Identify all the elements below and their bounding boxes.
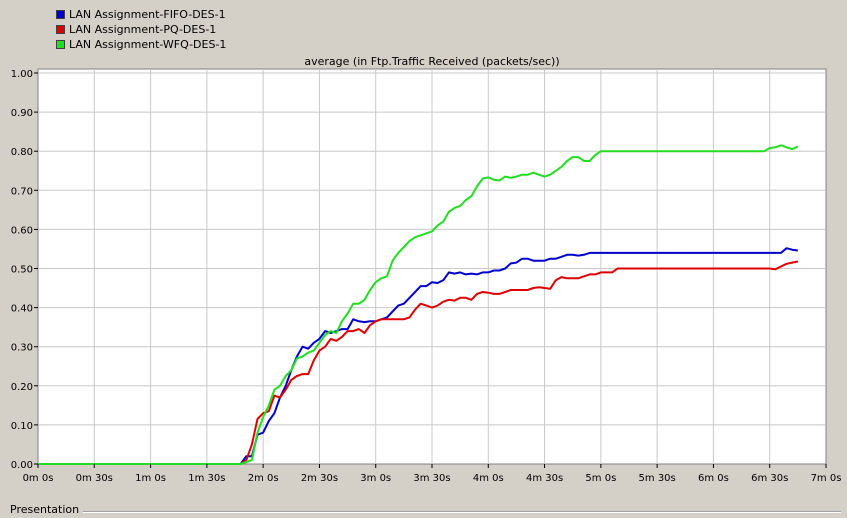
line-chart: 0.00 0.10 0.20 0.30 0.40 0.50 0.60 0.70 0.80 0.90…: [11, 55, 842, 484]
legend: LAN Assignment-FIFO-DES-1 LAN Assignment…: [56, 7, 226, 52]
legend-label: LAN Assignment-FIFO-DES-1: [69, 8, 226, 21]
series-lines: [38, 144, 799, 465]
y-tick-label: 0.70: [11, 186, 33, 197]
x-tick-label: 6m 0s: [698, 473, 729, 484]
legend-item-pq[interactable]: LAN Assignment-PQ-DES-1: [56, 22, 226, 37]
x-tick-label: 0m 30s: [76, 473, 113, 484]
y-tick-label: 0.60: [11, 225, 33, 236]
legend-item-wfq[interactable]: LAN Assignment-WFQ-DES-1: [56, 37, 226, 52]
y-tick-label: 0.20: [11, 382, 33, 393]
x-tick-label: 1m 30s: [188, 473, 225, 484]
chart-title: average (in Ftp.Traffic Received (packet…: [304, 55, 559, 68]
y-tick-label: 0.00: [11, 460, 33, 471]
y-tick-label: 1.00: [11, 69, 33, 80]
series-line-1: [38, 260, 799, 465]
legend-item-fifo[interactable]: LAN Assignment-FIFO-DES-1: [56, 7, 226, 22]
x-tick-label: 3m 0s: [360, 473, 391, 484]
y-tick-label: 0.80: [11, 147, 33, 158]
legend-label: LAN Assignment-WFQ-DES-1: [69, 38, 227, 51]
x-tick-label: 3m 30s: [413, 473, 450, 484]
y-tick-label: 0.50: [11, 265, 33, 276]
y-tick-label: 0.90: [11, 108, 33, 119]
legend-label: LAN Assignment-PQ-DES-1: [69, 23, 217, 36]
legend-swatch: [56, 10, 65, 19]
x-tick-label: 1m 0s: [135, 473, 166, 484]
y-tick-label: 0.10: [11, 421, 33, 432]
x-tick-label: 4m 30s: [526, 473, 563, 484]
grid-lines: [38, 69, 826, 464]
series-line-2: [38, 144, 799, 465]
axes: 0.00 0.10 0.20 0.30 0.40 0.50 0.60 0.70 0.80 0.90…: [11, 69, 842, 484]
x-tick-label: 0m 0s: [23, 473, 54, 484]
legend-swatch: [56, 25, 65, 34]
x-tick-label: 5m 30s: [639, 473, 676, 484]
y-tick-label: 0.30: [11, 343, 33, 354]
y-tick-label: 0.40: [11, 304, 33, 315]
legend-swatch: [56, 40, 65, 49]
x-tick-label: 6m 30s: [751, 473, 788, 484]
x-tick-label: 4m 0s: [473, 473, 504, 484]
x-tick-label: 7m 0s: [811, 473, 842, 484]
presentation-divider: [75, 511, 841, 513]
presentation-panel: Presentation: [0, 500, 847, 518]
x-tick-label: 2m 0s: [248, 473, 279, 484]
x-tick-label: 2m 30s: [301, 473, 338, 484]
x-tick-label: 5m 0s: [585, 473, 616, 484]
presentation-label[interactable]: Presentation: [10, 503, 84, 516]
